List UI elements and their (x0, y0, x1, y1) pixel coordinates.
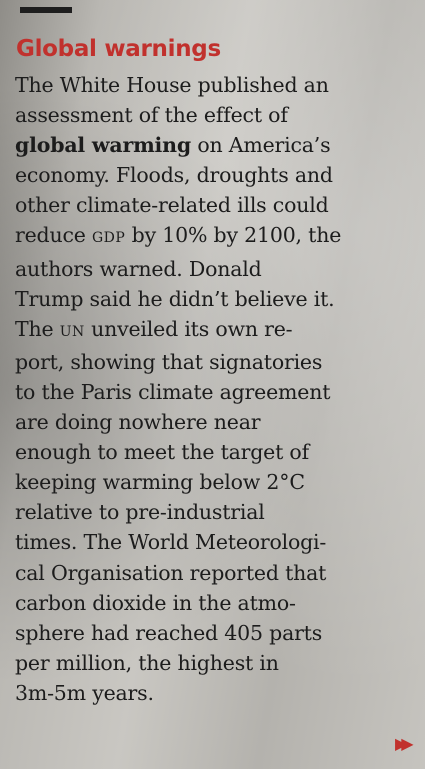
article-heading: Global warnings (16, 36, 221, 62)
body-line: The White House published an (15, 73, 329, 97)
body-line: are doing nowhere near (15, 410, 261, 435)
body-line: The UN unveiled its own re- (15, 316, 293, 341)
body-line: enough to meet the target of (15, 440, 309, 465)
abbrev-gdp: GDP (92, 230, 126, 247)
body-line: Trump said he didn’t believe it. (15, 286, 335, 311)
body-line: to the Paris climate agreement (15, 379, 331, 404)
body-line: relative to pre-industrial (15, 500, 265, 525)
body-line: cal Organisation reported that (15, 560, 327, 585)
body-line: keeping warming below 2°C (15, 470, 305, 495)
section-rule (20, 7, 72, 13)
body-line: global warming on America’s (15, 133, 331, 158)
body-line: carbon dioxide in the atmo- (15, 590, 296, 615)
body-line: sphere had reached 405 parts (15, 620, 323, 645)
body-line: reduce GDP by 10% by 2100, the (15, 223, 342, 248)
body-line: port, showing that signatories (15, 349, 323, 374)
continue-arrow-icon: ▶▶ (395, 734, 413, 753)
body-line: per million, the highest in (15, 650, 279, 675)
body-line: other climate-related ills could (15, 193, 329, 218)
article-body: The White House published an assessment … (15, 70, 413, 708)
bold-term: global warming (15, 133, 191, 158)
abbrev-un: UN (59, 323, 85, 340)
body-line: economy. Floods, droughts and (15, 163, 333, 188)
body-line: 3m-5m years. (15, 680, 154, 705)
body-line: assessment of the effect of (15, 103, 288, 128)
body-line: authors warned. Donald (15, 256, 262, 281)
body-line: times. The World Meteorologi- (15, 530, 327, 555)
